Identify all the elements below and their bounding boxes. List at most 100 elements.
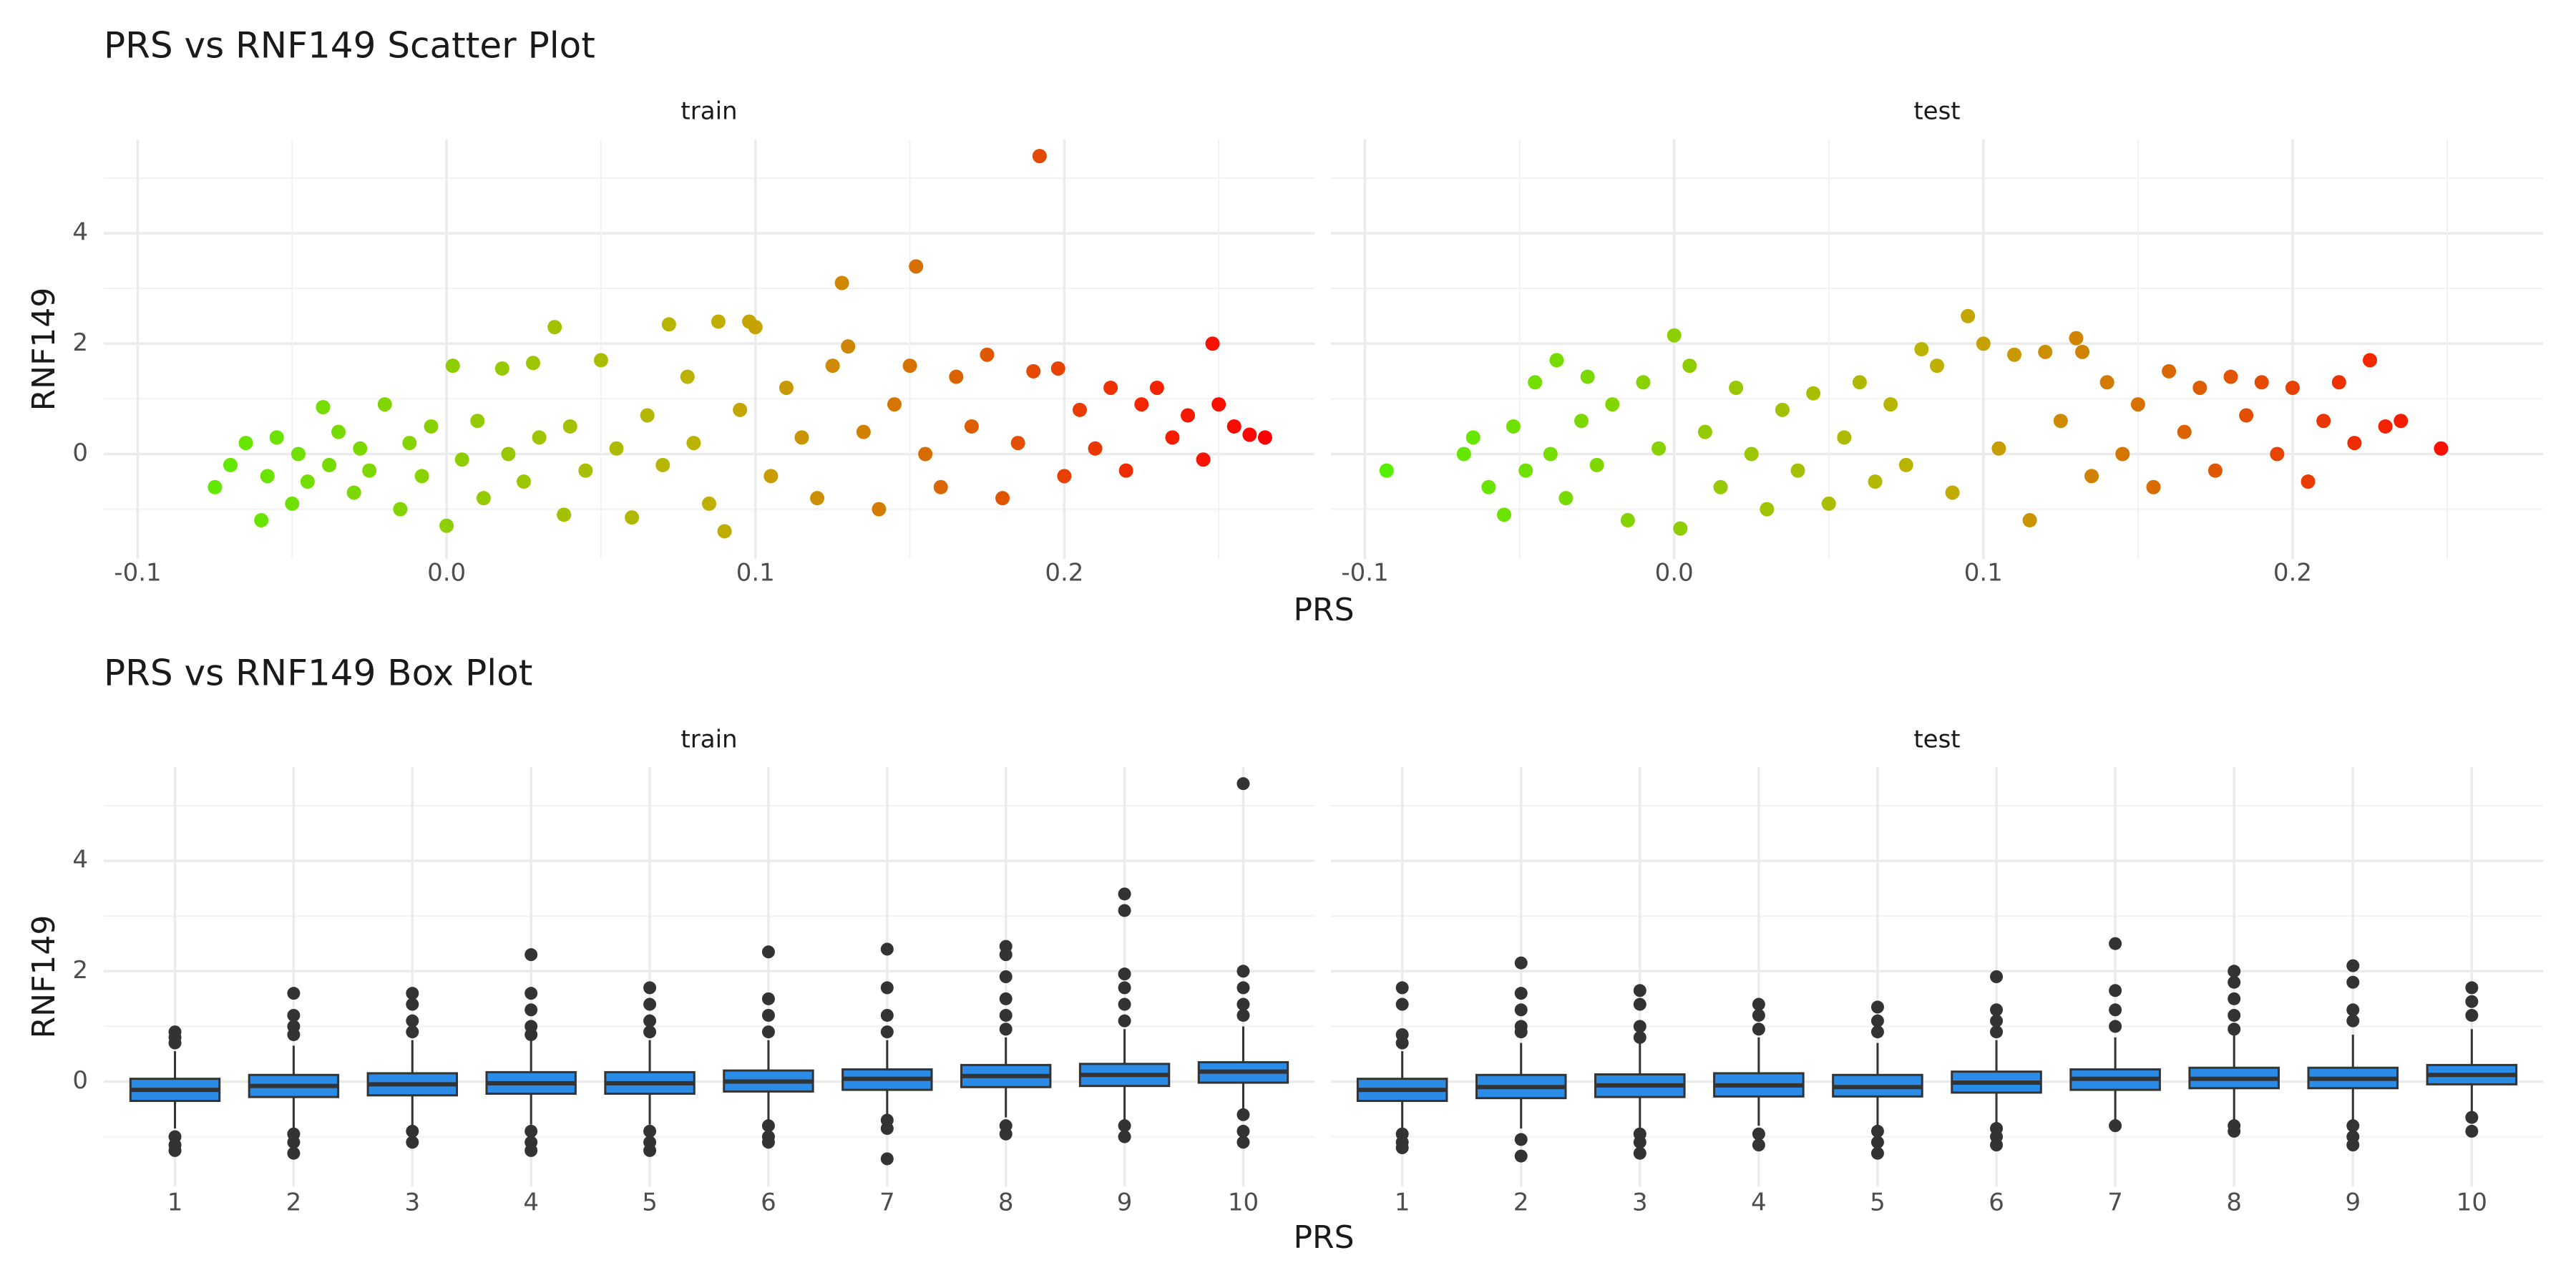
- point: [424, 419, 439, 434]
- point: [980, 347, 995, 362]
- outlier: [761, 945, 775, 959]
- point: [562, 419, 577, 434]
- outlier: [406, 1014, 419, 1028]
- outlier: [643, 981, 657, 995]
- point: [557, 507, 572, 522]
- point: [702, 496, 716, 511]
- outlier: [643, 1143, 657, 1157]
- outlier: [761, 1119, 775, 1133]
- point: [2363, 353, 2377, 368]
- y-axis-label: RNF149: [26, 915, 62, 1039]
- point: [331, 424, 346, 439]
- point: [1134, 397, 1149, 412]
- point: [2394, 414, 2409, 429]
- point: [680, 369, 695, 384]
- outlier: [406, 1124, 419, 1138]
- point: [1118, 463, 1133, 478]
- outlier: [999, 970, 1013, 983]
- facet-label: test: [1913, 726, 1960, 754]
- point: [445, 358, 460, 374]
- point: [1945, 485, 1960, 500]
- point: [547, 320, 562, 335]
- outlier: [1633, 1030, 1646, 1044]
- point: [1898, 457, 1913, 472]
- point: [887, 397, 902, 412]
- point: [2146, 479, 2161, 494]
- point: [995, 491, 1010, 506]
- outlier: [999, 992, 1013, 1005]
- point: [2177, 424, 2192, 439]
- outlier: [1870, 1124, 1884, 1138]
- point: [1760, 502, 1775, 517]
- x-tick-label: 3: [1632, 1189, 1648, 1217]
- point: [655, 457, 670, 472]
- outlier: [2346, 975, 2360, 989]
- outlier: [761, 1025, 775, 1039]
- point: [825, 358, 840, 374]
- point: [1165, 430, 1180, 445]
- point: [1088, 441, 1103, 456]
- outlier: [1990, 970, 2004, 983]
- point: [2331, 375, 2346, 390]
- outlier: [1118, 904, 1131, 917]
- point: [1580, 369, 1595, 384]
- point: [1652, 441, 1667, 456]
- point: [2053, 414, 2068, 429]
- x-tick-label: 0.2: [2273, 559, 2312, 587]
- outlier: [2465, 1008, 2479, 1022]
- point: [2378, 419, 2393, 434]
- point: [353, 441, 368, 456]
- point: [918, 447, 933, 462]
- point: [300, 474, 315, 489]
- outlier: [287, 1146, 301, 1160]
- outlier: [2109, 1119, 2122, 1133]
- x-tick-label: 3: [404, 1189, 420, 1217]
- outlier: [1395, 1036, 1409, 1050]
- outlier: [2465, 1124, 2479, 1138]
- point: [223, 457, 238, 472]
- point: [2192, 380, 2207, 395]
- outlier: [761, 992, 775, 1005]
- outlier: [2109, 1003, 2122, 1017]
- outlier: [2228, 992, 2241, 1005]
- point: [269, 430, 284, 445]
- point: [2285, 380, 2300, 395]
- x-tick-label: 9: [1117, 1189, 1133, 1217]
- facet-label: train: [680, 726, 737, 754]
- outlier: [1118, 967, 1131, 981]
- point: [1057, 469, 1072, 484]
- outlier: [1514, 1133, 1528, 1146]
- point: [909, 259, 924, 274]
- point: [1790, 463, 1805, 478]
- outlier: [287, 1136, 301, 1149]
- outlier: [287, 987, 301, 1000]
- point: [2007, 347, 2022, 362]
- x-tick-label: 4: [1751, 1189, 1767, 1217]
- point: [2254, 375, 2269, 390]
- point: [362, 463, 377, 478]
- point: [2084, 469, 2099, 484]
- point: [1103, 380, 1118, 395]
- point: [1181, 408, 1196, 423]
- y-tick-label: 2: [72, 328, 88, 357]
- point: [1744, 447, 1759, 462]
- point: [2162, 364, 2177, 379]
- outlier: [1118, 1014, 1131, 1028]
- outlier: [1236, 777, 1250, 791]
- outlier: [2346, 1119, 2360, 1133]
- point: [402, 436, 417, 451]
- point: [260, 469, 275, 484]
- x-tick-label: 5: [1870, 1189, 1885, 1217]
- point: [1961, 308, 1976, 323]
- point: [1883, 397, 1898, 412]
- point: [717, 524, 732, 539]
- outlier: [1633, 984, 1646, 997]
- point: [872, 502, 887, 517]
- point: [609, 441, 624, 456]
- point: [2115, 447, 2130, 462]
- point: [1032, 149, 1047, 164]
- point: [1543, 447, 1558, 462]
- point: [1242, 427, 1257, 442]
- outlier: [2228, 1124, 2241, 1138]
